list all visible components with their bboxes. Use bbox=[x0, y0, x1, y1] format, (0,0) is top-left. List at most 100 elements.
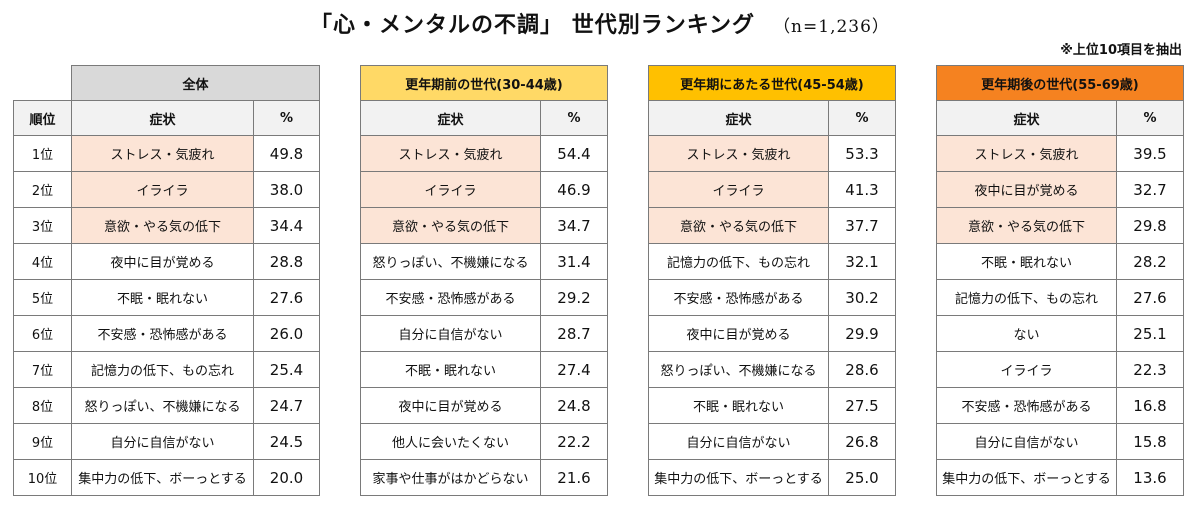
symptom-header: 症状 bbox=[360, 100, 541, 136]
rank-cell: 10位 bbox=[13, 459, 72, 496]
pct-cell: 28.8 bbox=[253, 243, 320, 280]
pct-header: % bbox=[828, 100, 896, 136]
pct-cell: 26.0 bbox=[253, 315, 320, 352]
pct-cell: 20.0 bbox=[253, 459, 320, 496]
pct-cell: 25.1 bbox=[1116, 315, 1184, 352]
table-row: 自分に自信がない 15.8 bbox=[936, 423, 1184, 460]
table-row: ストレス・気疲れ 39.5 bbox=[936, 135, 1184, 172]
symptom-cell: ない bbox=[936, 315, 1117, 352]
table-row: 意欲・やる気の低下 29.8 bbox=[936, 207, 1184, 244]
symptom-cell: 不安感・恐怖感がある bbox=[648, 279, 829, 316]
pct-cell: 53.3 bbox=[828, 135, 896, 172]
table-row: 意欲・やる気の低下 37.7 bbox=[648, 207, 896, 244]
table-row: 不眠・眠れない 27.4 bbox=[360, 351, 608, 388]
rank-cell: 7位 bbox=[13, 351, 72, 388]
symptom-cell: 不安感・恐怖感がある bbox=[360, 279, 541, 316]
pct-cell: 26.8 bbox=[828, 423, 896, 460]
table-row: イライラ 46.9 bbox=[360, 171, 608, 208]
pct-cell: 28.6 bbox=[828, 351, 896, 388]
table-row: 夜中に目が覚める 24.8 bbox=[360, 387, 608, 424]
symptom-cell: 意欲・やる気の低下 bbox=[71, 207, 254, 244]
table-row: 怒りっぽい、不機嫌になる 24.7 bbox=[71, 387, 320, 424]
symptom-cell: 不安感・恐怖感がある bbox=[71, 315, 254, 352]
symptom-cell: ストレス・気疲れ bbox=[71, 135, 254, 172]
table-during: 更年期にあたる世代(45-54歳) 症状% ストレス・気疲れ 53.3 イライラ 41.3… bbox=[648, 65, 896, 496]
pct-cell: 24.8 bbox=[540, 387, 608, 424]
symptom-cell: 意欲・やる気の低下 bbox=[936, 207, 1117, 244]
symptom-cell: 集中力の低下、ボーっとする bbox=[936, 459, 1117, 496]
rank-cell: 3位 bbox=[13, 207, 72, 244]
pct-cell: 27.6 bbox=[253, 279, 320, 316]
rank-cell: 5位 bbox=[13, 279, 72, 316]
pct-cell: 13.6 bbox=[1116, 459, 1184, 496]
symptom-cell: 自分に自信がない bbox=[360, 315, 541, 352]
rank-header: 順位 bbox=[13, 100, 72, 136]
pct-cell: 24.5 bbox=[253, 423, 320, 460]
symptom-cell: 夜中に目が覚める bbox=[936, 171, 1117, 208]
pct-cell: 25.0 bbox=[828, 459, 896, 496]
pct-cell: 22.3 bbox=[1116, 351, 1184, 388]
extraction-note: ※上位10項目を抽出 bbox=[1060, 43, 1182, 58]
table-row: イライラ 38.0 bbox=[71, 171, 320, 208]
symptom-header: 症状 bbox=[71, 100, 254, 136]
symptom-cell: 不安感・恐怖感がある bbox=[936, 387, 1117, 424]
symptom-header: 症状 bbox=[648, 100, 829, 136]
rank-table: 順位 1位 2位 3位 4位 5位 6位 7位 8位 9位 10位 bbox=[13, 100, 72, 496]
symptom-cell: 不眠・眠れない bbox=[360, 351, 541, 388]
symptom-cell: 怒りっぽい、不機嫌になる bbox=[360, 243, 541, 280]
table-row: 意欲・やる気の低下 34.7 bbox=[360, 207, 608, 244]
symptom-cell: イライラ bbox=[71, 171, 254, 208]
table-row: 記憶力の低下、もの忘れ 32.1 bbox=[648, 243, 896, 280]
symptom-cell: 夜中に目が覚める bbox=[648, 315, 829, 352]
table-row: イライラ 22.3 bbox=[936, 351, 1184, 388]
table-row: 不安感・恐怖感がある 29.2 bbox=[360, 279, 608, 316]
symptom-cell: 不眠・眠れない bbox=[648, 387, 829, 424]
table-row: 自分に自信がない 26.8 bbox=[648, 423, 896, 460]
pct-cell: 28.7 bbox=[540, 315, 608, 352]
symptom-cell: イライラ bbox=[360, 171, 541, 208]
table-row: 不安感・恐怖感がある 16.8 bbox=[936, 387, 1184, 424]
table-row: 怒りっぽい、不機嫌になる 28.6 bbox=[648, 351, 896, 388]
table-row: 怒りっぽい、不機嫌になる 31.4 bbox=[360, 243, 608, 280]
symptom-cell: イライラ bbox=[936, 351, 1117, 388]
table-row: 集中力の低下、ボーっとする 13.6 bbox=[936, 459, 1184, 496]
pct-cell: 30.2 bbox=[828, 279, 896, 316]
pct-cell: 54.4 bbox=[540, 135, 608, 172]
pct-cell: 29.8 bbox=[1116, 207, 1184, 244]
pct-header: % bbox=[253, 100, 320, 136]
table-row: 不眠・眠れない 28.2 bbox=[936, 243, 1184, 280]
symptom-cell: 他人に会いたくない bbox=[360, 423, 541, 460]
table-row: ストレス・気疲れ 54.4 bbox=[360, 135, 608, 172]
table-row: ストレス・気疲れ 53.3 bbox=[648, 135, 896, 172]
rank-cell: 1位 bbox=[13, 135, 72, 172]
rank-cell: 4位 bbox=[13, 243, 72, 280]
table-row: 意欲・やる気の低下 34.4 bbox=[71, 207, 320, 244]
pct-cell: 32.7 bbox=[1116, 171, 1184, 208]
pct-cell: 38.0 bbox=[253, 171, 320, 208]
table-row: 夜中に目が覚める 28.8 bbox=[71, 243, 320, 280]
symptom-cell: 自分に自信がない bbox=[648, 423, 829, 460]
symptom-cell: 自分に自信がない bbox=[71, 423, 254, 460]
symptom-cell: 怒りっぽい、不機嫌になる bbox=[648, 351, 829, 388]
table-row: 夜中に目が覚める 32.7 bbox=[936, 171, 1184, 208]
table-row: 自分に自信がない 24.5 bbox=[71, 423, 320, 460]
pct-cell: 41.3 bbox=[828, 171, 896, 208]
title-text: 「心・メンタルの不調」 世代別ランキング bbox=[310, 13, 756, 38]
pct-cell: 29.9 bbox=[828, 315, 896, 352]
pct-cell: 32.1 bbox=[828, 243, 896, 280]
symptom-cell: 不眠・眠れない bbox=[936, 243, 1117, 280]
group-header-after: 更年期後の世代(55-69歳) bbox=[936, 65, 1184, 101]
symptom-cell: 夜中に目が覚める bbox=[71, 243, 254, 280]
table-after: 更年期後の世代(55-69歳) 症状% ストレス・気疲れ 39.5 夜中に目が覚める 32… bbox=[936, 65, 1184, 496]
group-header-all: 全体 bbox=[71, 65, 320, 101]
table-row: ストレス・気疲れ 49.8 bbox=[71, 135, 320, 172]
symptom-cell: ストレス・気疲れ bbox=[936, 135, 1117, 172]
pct-cell: 27.5 bbox=[828, 387, 896, 424]
pct-cell: 27.6 bbox=[1116, 279, 1184, 316]
rank-cell: 9位 bbox=[13, 423, 72, 460]
table-row: イライラ 41.3 bbox=[648, 171, 896, 208]
table-row: 記憶力の低下、もの忘れ 25.4 bbox=[71, 351, 320, 388]
pct-cell: 49.8 bbox=[253, 135, 320, 172]
rank-cell: 6位 bbox=[13, 315, 72, 352]
pct-header: % bbox=[1116, 100, 1184, 136]
